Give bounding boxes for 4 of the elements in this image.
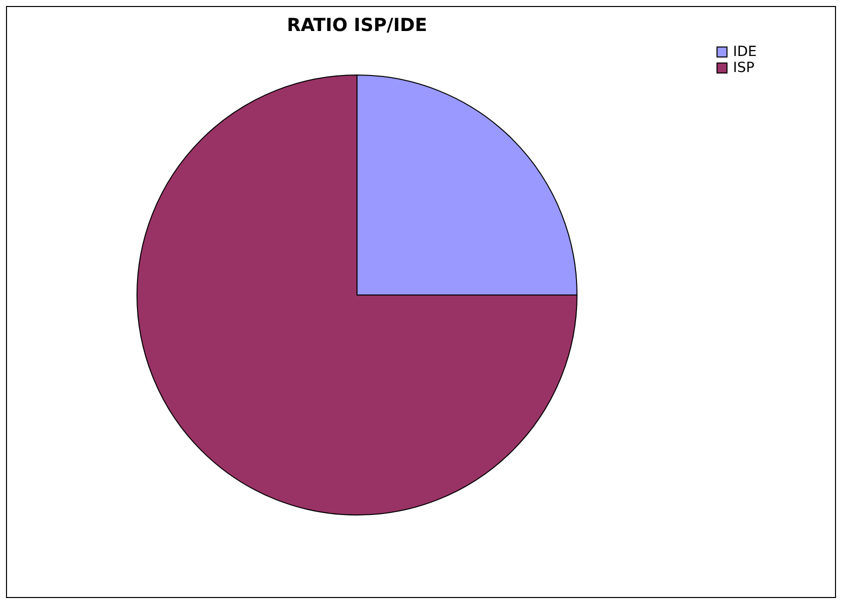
legend-label: IDE bbox=[733, 44, 757, 60]
legend-label: ISP bbox=[733, 60, 754, 76]
pie-slice bbox=[136, 74, 578, 516]
chart-title: RATIO ISP/IDE bbox=[286, 15, 428, 36]
